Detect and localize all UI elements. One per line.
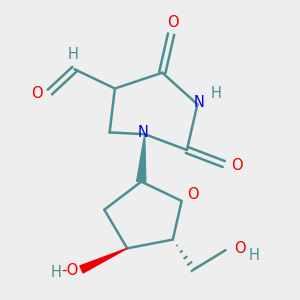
- Polygon shape: [80, 248, 127, 273]
- Text: O: O: [235, 241, 246, 256]
- Text: N: N: [137, 125, 148, 140]
- Text: H: H: [210, 86, 221, 101]
- Text: -O: -O: [61, 262, 79, 278]
- Text: O: O: [187, 187, 199, 202]
- Text: H: H: [249, 248, 260, 263]
- Text: H: H: [51, 265, 62, 280]
- Text: N: N: [194, 95, 205, 110]
- Text: H: H: [67, 47, 78, 62]
- Text: O: O: [31, 86, 42, 101]
- Text: O: O: [231, 158, 243, 173]
- Text: O: O: [167, 15, 178, 30]
- Polygon shape: [137, 134, 146, 182]
